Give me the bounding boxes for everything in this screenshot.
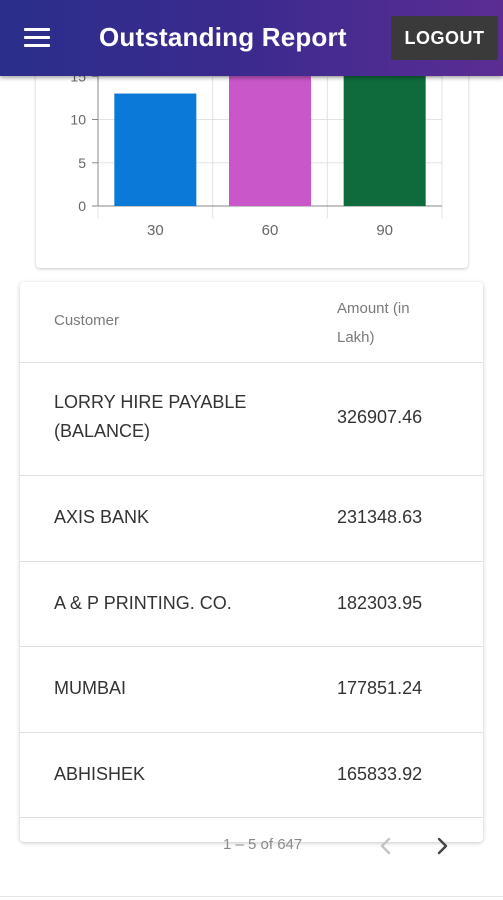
amount-value: 231348.63 xyxy=(337,507,423,527)
x-tick-label: 90 xyxy=(376,222,393,239)
table-row[interactable]: LORRY HIRE PAYABLE (BALANCE) 326907.46 xyxy=(20,362,483,476)
next-page-button[interactable] xyxy=(430,834,454,858)
y-tick-label: 0 xyxy=(78,198,86,214)
aging-chart-card: 0 5 10 15 30 60 90 xyxy=(36,40,468,268)
outstanding-table: Customer Amount (in Lakh) LORRY HIRE PAY… xyxy=(20,282,483,842)
x-tick-label: 60 xyxy=(262,222,279,239)
amount-header-line1: Amount (in xyxy=(337,300,410,317)
customer-name: ABHISHEK xyxy=(54,764,146,784)
chevron-right-icon xyxy=(437,837,448,855)
customer-name: A & P PRINTING. CO. xyxy=(54,593,232,613)
bar-90 xyxy=(343,58,426,207)
table-row[interactable]: ABHISHEK 165833.92 xyxy=(20,732,483,818)
customer-name: AXIS BANK xyxy=(54,507,150,527)
app-bar: Outstanding Report LOGOUT xyxy=(0,0,503,76)
amount-value: 326907.46 xyxy=(337,407,423,427)
previous-page-button[interactable] xyxy=(374,834,398,858)
y-tick-label: 5 xyxy=(78,155,86,171)
table-header: Customer Amount (in Lakh) xyxy=(20,282,483,363)
pagination-range: 1 – 5 of 647 xyxy=(223,836,303,853)
amount-header-line2: Lakh) xyxy=(337,329,375,346)
customer-name-line2: (BALANCE) xyxy=(54,421,151,441)
table-row[interactable]: A & P PRINTING. CO. 182303.95 xyxy=(20,561,483,647)
chevron-left-icon xyxy=(380,837,391,855)
pagination: 1 – 5 of 647 xyxy=(0,828,503,868)
bar-60 xyxy=(229,58,311,207)
column-header-customer[interactable]: Customer xyxy=(54,312,120,329)
table-row[interactable]: AXIS BANK 231348.63 xyxy=(20,475,483,562)
y-tick-label: 10 xyxy=(70,112,86,128)
amount-value: 177851.24 xyxy=(337,678,423,698)
amount-value: 182303.95 xyxy=(337,593,423,613)
menu-icon xyxy=(24,28,50,31)
page-title: Outstanding Report xyxy=(99,22,347,52)
logout-button[interactable]: LOGOUT xyxy=(391,16,498,60)
menu-button[interactable] xyxy=(24,28,50,48)
customer-name: MUMBAI xyxy=(54,678,126,698)
customer-name-line1: LORRY HIRE PAYABLE xyxy=(54,392,247,412)
x-tick-label: 30 xyxy=(147,222,164,239)
column-header-amount[interactable]: Amount (in Lakh) xyxy=(337,294,447,352)
customer-name: LORRY HIRE PAYABLE (BALANCE) xyxy=(54,388,294,446)
table-row[interactable]: MUMBAI 177851.24 xyxy=(20,646,483,733)
bar-30 xyxy=(114,93,197,206)
amount-value: 165833.92 xyxy=(337,764,423,784)
bottom-divider xyxy=(0,896,503,897)
